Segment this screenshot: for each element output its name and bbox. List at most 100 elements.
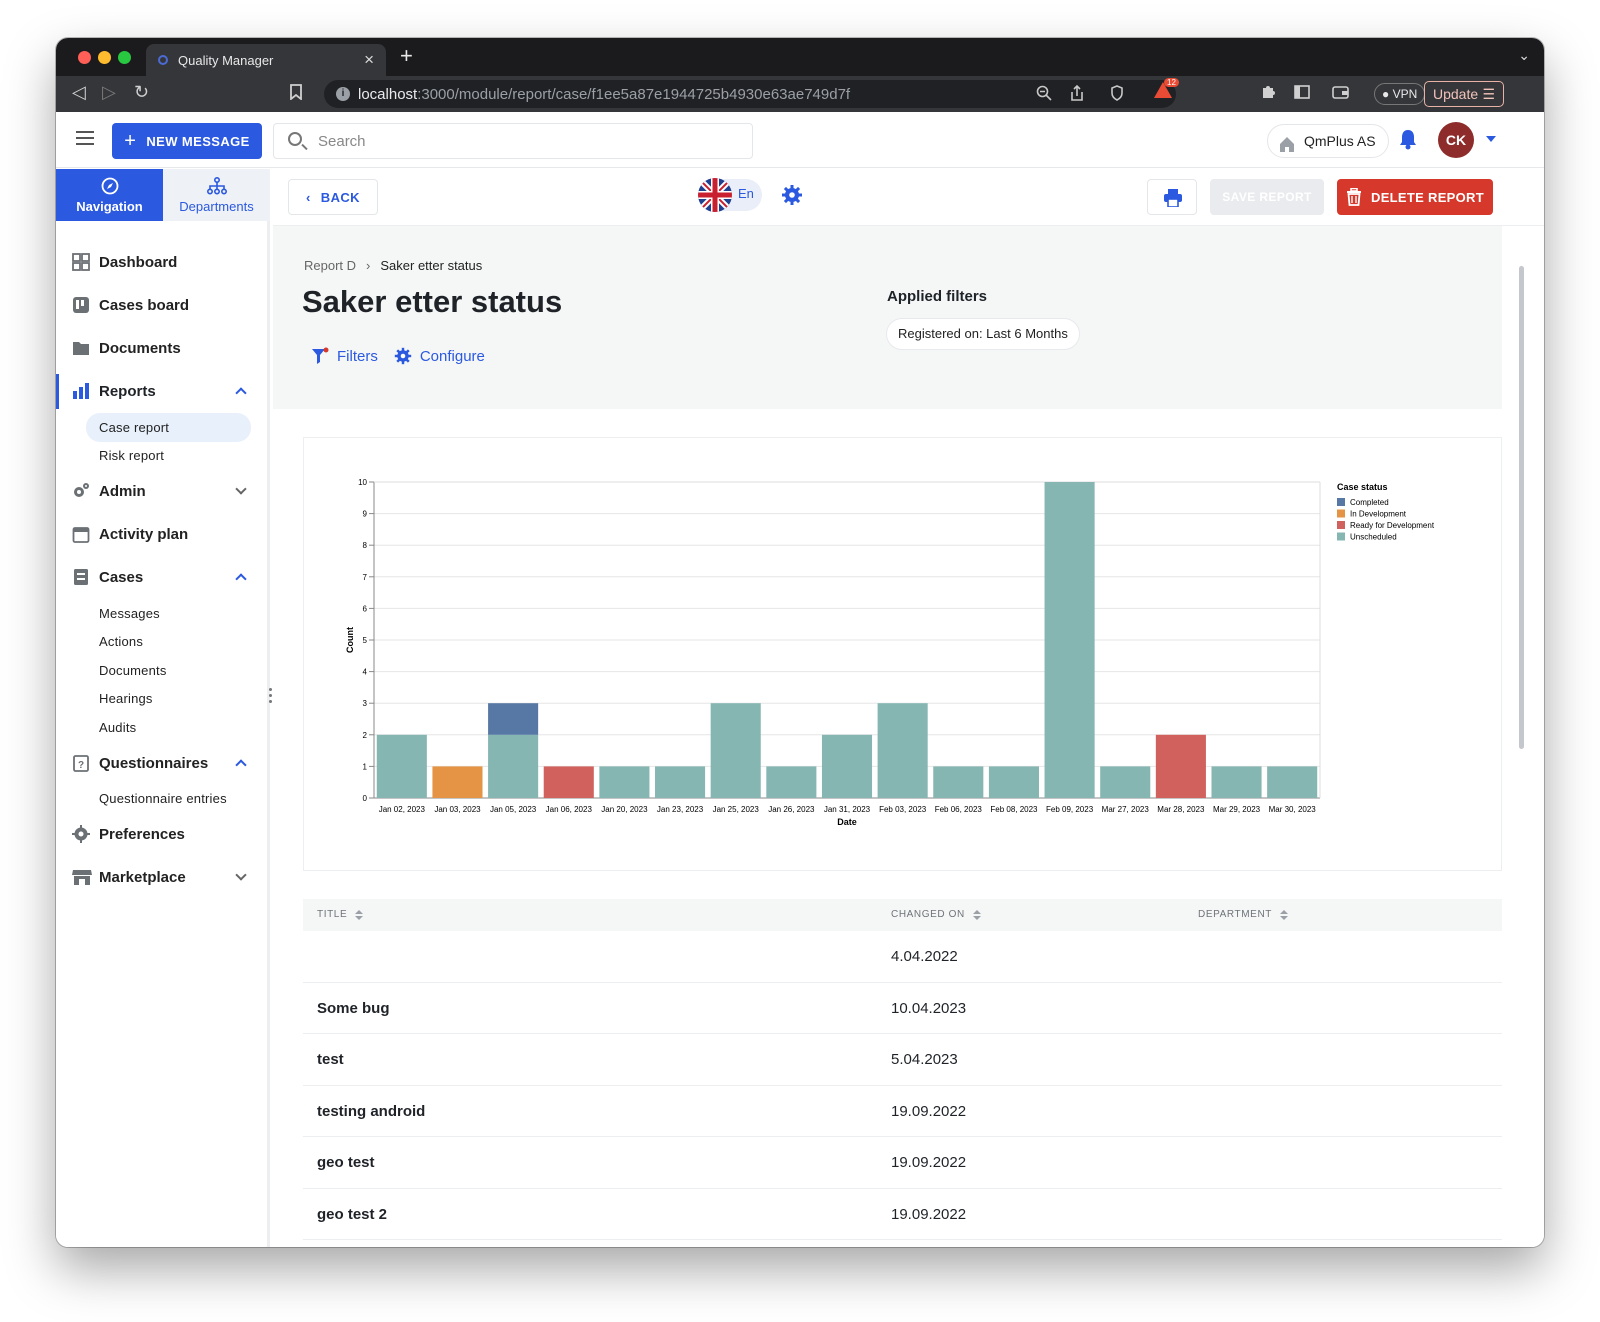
new-message-button[interactable]: + NEW MESSAGE [112, 123, 262, 159]
tab-departments-label: Departments [179, 198, 254, 214]
save-report-button[interactable]: SAVE REPORT [1210, 179, 1324, 215]
board-icon [72, 296, 90, 314]
table-header: TITLE CHANGED ON DEPARTMENT [303, 899, 1502, 931]
main-content: ‹ BACK En SAVE REPORT DELETE REPORT [273, 169, 1544, 1247]
bookmark-icon[interactable] [290, 84, 302, 105]
gear-icon [394, 347, 412, 365]
configure-button[interactable]: Configure [394, 347, 485, 365]
sort-icon [972, 909, 981, 920]
cell-title: test [317, 1051, 344, 1068]
chevron-right-icon: › [366, 258, 371, 273]
sidebar-item-admin[interactable]: Admin [56, 470, 267, 513]
table-row[interactable]: geo test 2 19.09.2022 [303, 1189, 1502, 1240]
chevron-down-icon[interactable] [235, 483, 247, 495]
brave-rewards-icon[interactable]: 12 [1154, 78, 1179, 100]
search-input[interactable]: Search [273, 123, 753, 159]
filters-button[interactable]: Filters [311, 347, 378, 365]
sidebar-subitem-case-report[interactable]: Case report [86, 413, 251, 442]
back-arrow-icon[interactable]: ◁ [72, 82, 86, 102]
table-row[interactable]: test 5.04.2023 [303, 1034, 1502, 1086]
cell-title: testing android [317, 1102, 426, 1120]
sidebar-item-label: Questionnaires [99, 754, 209, 772]
new-tab-icon[interactable]: + [400, 43, 413, 68]
table-row[interactable]: testing android 19.09.2022 [303, 1086, 1502, 1137]
table-row[interactable]: 4.04.2022 [303, 931, 1502, 983]
bar-segment [488, 703, 539, 735]
wallet-icon[interactable] [1332, 84, 1350, 105]
cell-title: geo test 2 [317, 1205, 388, 1223]
share-icon[interactable] [1070, 84, 1084, 105]
trash-icon [1347, 188, 1362, 206]
notifications-bell-icon[interactable] [1398, 128, 1418, 150]
close-window-button[interactable] [78, 51, 91, 64]
sidebar-subitem-audits[interactable]: Audits [56, 713, 267, 742]
tab-list-chevron-icon[interactable]: ⌄ [1518, 47, 1530, 63]
language-selector[interactable]: En [698, 178, 762, 212]
zoom-icon[interactable] [1036, 85, 1052, 105]
sidebar-toggle-icon[interactable] [1294, 84, 1310, 105]
breadcrumb-link[interactable]: Report D [304, 258, 357, 273]
chart-card: 0 1 2 3 4 5 6 7 8 9 10 Jan 02, 2023 Jan 03, 2023 Jan … [303, 437, 1502, 871]
sidebar-subitem-messages[interactable]: Messages [56, 599, 267, 628]
x-tick-label: Feb 09, 2023 [1046, 805, 1094, 814]
column-department[interactable]: DEPARTMENT [1198, 909, 1288, 920]
chevron-down-icon[interactable] [235, 869, 247, 881]
table-row[interactable]: Some bug 10.04.2023 [303, 983, 1502, 1034]
url-field[interactable]: i localhost:3000/module/report/case/f1ee… [324, 80, 1176, 108]
delete-report-button[interactable]: DELETE REPORT [1337, 179, 1493, 215]
x-tick-label: Jan 25, 2023 [713, 805, 760, 814]
minimize-window-button[interactable] [98, 51, 111, 64]
bar-segment [376, 734, 427, 798]
y-tick-label: 5 [363, 636, 368, 645]
sidebar-subitem-documents[interactable]: Documents [56, 656, 267, 685]
bar-chart-icon [72, 382, 90, 400]
sidebar-subitem-label: Actions [99, 634, 144, 650]
site-info-icon[interactable]: i [336, 87, 350, 101]
sidebar-subitem-risk-report[interactable]: Risk report [56, 442, 267, 471]
forward-arrow-icon[interactable]: ▷ [102, 82, 116, 102]
user-avatar[interactable]: CK [1438, 122, 1474, 158]
tab-navigation[interactable]: Navigation [56, 169, 163, 221]
sidebar-resize-handle[interactable] [269, 688, 273, 704]
update-button[interactable]: Update ☰ [1424, 81, 1504, 107]
sidebar-item-dashboard[interactable]: Dashboard [56, 241, 267, 284]
back-button[interactable]: ‹ BACK [288, 179, 378, 215]
column-title[interactable]: TITLE [317, 909, 364, 920]
column-changed-on[interactable]: CHANGED ON [891, 909, 981, 920]
sidebar-item-reports[interactable]: Reports [56, 370, 267, 413]
settings-gear-icon[interactable] [781, 184, 803, 206]
print-button[interactable] [1147, 179, 1197, 215]
hamburger-menu-icon[interactable] [76, 131, 94, 145]
sidebar-item-marketplace[interactable]: Marketplace [56, 856, 267, 899]
sidebar-item-documents[interactable]: Documents [56, 327, 267, 370]
tab-departments[interactable]: Departments [163, 169, 270, 221]
reload-icon[interactable]: ↻ [134, 82, 150, 102]
sidebar-item-preferences[interactable]: Preferences [56, 813, 267, 856]
vpn-button[interactable]: ● VPN [1374, 83, 1426, 105]
y-tick-label: 1 [363, 762, 368, 771]
table-row[interactable]: geo test 19.09.2022 [303, 1137, 1502, 1189]
sidebar-subitem-questionnaire-entries[interactable]: Questionnaire entries [56, 785, 267, 814]
applied-filter-chip[interactable]: Registered on: Last 6 Months [886, 318, 1080, 350]
chevron-up-icon[interactable] [235, 573, 247, 585]
user-menu-chevron-icon[interactable] [1486, 136, 1496, 142]
close-tab-icon[interactable]: × [364, 50, 374, 69]
bar-segment [710, 703, 761, 798]
sidebar-item-questionnaires[interactable]: ? Questionnaires [56, 742, 267, 785]
extensions-icon[interactable] [1260, 84, 1276, 105]
dashboard-icon [72, 253, 90, 271]
chevron-up-icon[interactable] [235, 758, 247, 771]
home-icon [1278, 132, 1296, 152]
chevron-up-icon[interactable] [235, 387, 247, 399]
sidebar-item-activity-plan[interactable]: Activity plan [56, 513, 267, 556]
browser-tab[interactable]: Quality Manager × [146, 44, 386, 76]
main-scrollbar[interactable] [1519, 266, 1524, 749]
sidebar-subitem-actions[interactable]: Actions [56, 628, 267, 657]
cases-icon [72, 568, 90, 586]
brave-shield-icon[interactable] [1110, 85, 1124, 105]
sidebar-item-cases-board[interactable]: Cases board [56, 284, 267, 327]
sidebar-item-cases[interactable]: Cases [56, 556, 267, 599]
sidebar-subitem-hearings[interactable]: Hearings [56, 685, 267, 714]
company-selector[interactable]: QmPlus AS [1267, 124, 1389, 158]
maximize-window-button[interactable] [118, 51, 131, 64]
